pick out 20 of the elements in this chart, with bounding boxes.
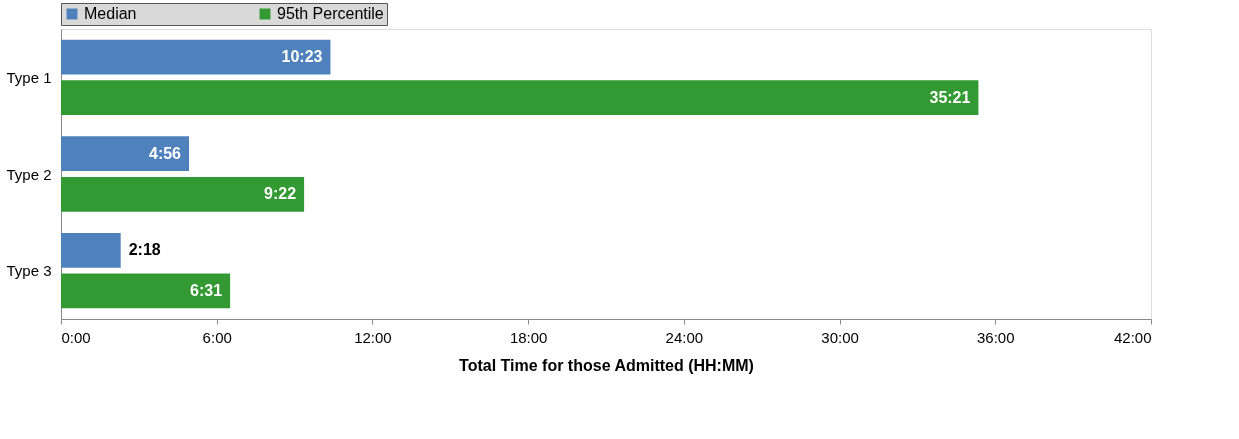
data-label: 9:22 bbox=[264, 185, 297, 203]
x-tick-label: 0:00 bbox=[61, 328, 91, 346]
legend-label: 95th Percentile bbox=[277, 5, 384, 22]
x-tick-label: 18:00 bbox=[509, 328, 548, 346]
y-tick-label: Type 2 bbox=[6, 165, 52, 183]
x-tick-label: 42:00 bbox=[1113, 328, 1152, 346]
x-tick-label: 36:00 bbox=[977, 328, 1015, 346]
data-label: 6:31 bbox=[190, 281, 223, 299]
y-tick-label: Type 3 bbox=[6, 262, 52, 280]
data-label: 35:21 bbox=[929, 88, 971, 106]
data-label: 4:56 bbox=[148, 144, 182, 162]
x-tick-label: 12:00 bbox=[354, 328, 392, 346]
data-label: 2:18 bbox=[128, 241, 161, 259]
x-tick-label: 6:00 bbox=[202, 328, 232, 346]
x-axis-title: Total Time for those Admitted (HH:MM) bbox=[459, 356, 754, 374]
y-tick-label: Type 1 bbox=[6, 68, 52, 86]
legend-label: Median bbox=[84, 5, 137, 22]
x-tick-label: 24:00 bbox=[665, 328, 704, 346]
data-label: 10:23 bbox=[281, 48, 323, 66]
x-tick-label: 30:00 bbox=[821, 328, 859, 346]
